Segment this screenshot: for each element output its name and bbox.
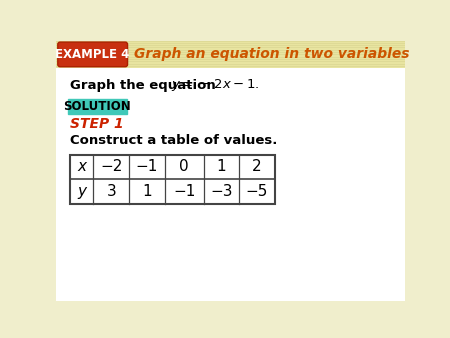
Text: −2: −2	[100, 159, 122, 174]
Text: −5: −5	[246, 184, 268, 199]
FancyBboxPatch shape	[68, 99, 127, 115]
Bar	[56, 68, 405, 301]
Text: EXAMPLE 4: EXAMPLE 4	[55, 48, 130, 61]
Text: −1: −1	[173, 184, 195, 199]
Text: 0: 0	[179, 159, 189, 174]
Text: $y = -\,2x - 1.$: $y = -\,2x - 1.$	[171, 77, 260, 93]
Text: y: y	[77, 184, 86, 199]
Text: −1: −1	[136, 159, 158, 174]
Text: SOLUTION: SOLUTION	[63, 100, 131, 113]
Text: 1: 1	[142, 184, 152, 199]
Text: −3: −3	[210, 184, 233, 199]
Text: 1: 1	[216, 159, 226, 174]
Text: Construct a table of values.: Construct a table of values.	[70, 134, 278, 147]
Text: Graph the equation: Graph the equation	[70, 79, 220, 92]
Text: Graph an equation in two variables: Graph an equation in two variables	[134, 47, 409, 62]
Text: STEP 1: STEP 1	[70, 117, 124, 131]
Text: x: x	[77, 159, 86, 174]
Text: 2: 2	[252, 159, 262, 174]
Bar	[70, 154, 275, 204]
Bar	[56, 41, 405, 68]
Text: 3: 3	[106, 184, 116, 199]
FancyBboxPatch shape	[58, 42, 127, 67]
